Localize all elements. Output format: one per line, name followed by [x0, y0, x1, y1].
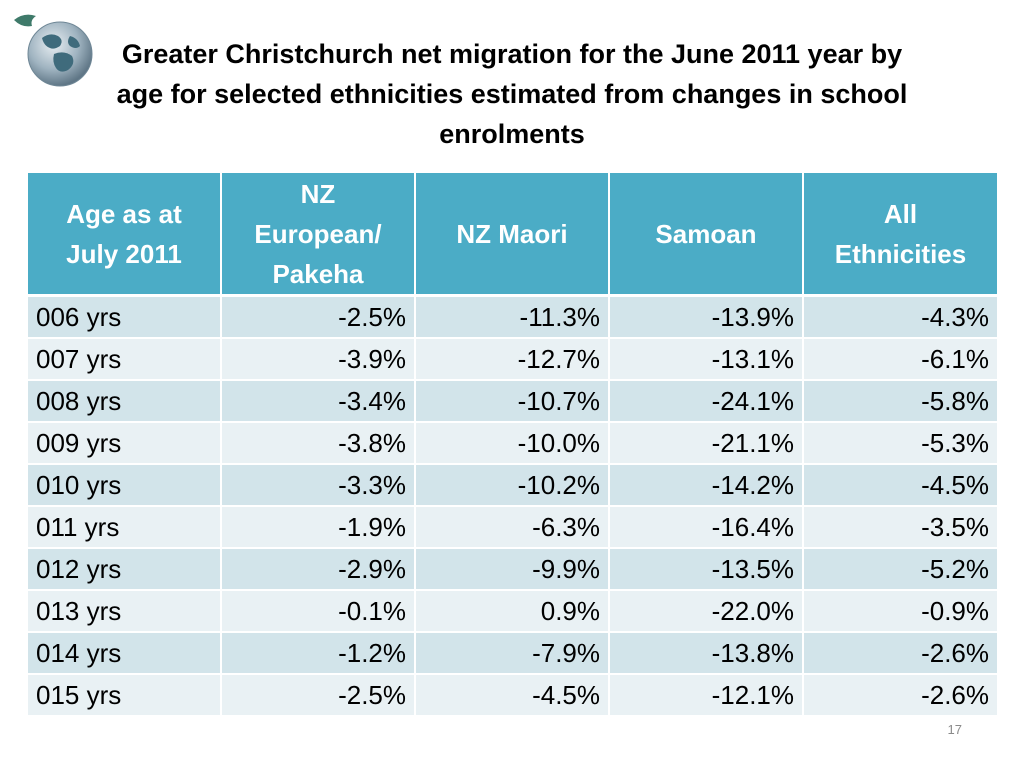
age-cell: 008 yrs — [28, 380, 222, 423]
table-row: 010 yrs -3.3% -10.2% -14.2% -4.5% — [28, 464, 997, 507]
age-cell: 010 yrs — [28, 464, 222, 507]
age-cell: 006 yrs — [28, 295, 222, 339]
nz-european-cell: -2.5% — [221, 295, 416, 339]
samoan-cell: -24.1% — [609, 380, 804, 423]
nz-european-cell: -3.3% — [221, 464, 416, 507]
age-cell: 013 yrs — [28, 590, 222, 633]
table-row: 008 yrs -3.4% -10.7% -24.1% -5.8% — [28, 380, 997, 423]
nz-maori-cell: -4.5% — [415, 674, 610, 717]
nz-european-cell: -3.8% — [221, 422, 416, 465]
nz-maori-cell: -10.2% — [415, 464, 610, 507]
nz-european-cell: -1.2% — [221, 632, 416, 675]
table-row: 011 yrs -1.9% -6.3% -16.4% -3.5% — [28, 506, 997, 549]
table-row: 013 yrs -0.1% 0.9% -22.0% -0.9% — [28, 590, 997, 633]
slide-title-line: Greater Christchurch net migration for t… — [121, 39, 903, 69]
header-age: Age as at July 2011 — [28, 173, 222, 297]
table-header-row: Age as at July 2011 NZ European/ Pakeha … — [28, 173, 997, 297]
nz-maori-cell: -7.9% — [415, 632, 610, 675]
nz-maori-cell: -6.3% — [415, 506, 610, 549]
all-ethnicities-cell: -3.5% — [803, 506, 997, 549]
age-cell: 012 yrs — [28, 548, 222, 591]
all-ethnicities-cell: -5.8% — [803, 380, 997, 423]
globe-icon — [14, 14, 93, 87]
all-ethnicities-cell: -6.1% — [803, 338, 997, 381]
nz-european-cell: -0.1% — [221, 590, 416, 633]
table-row: 006 yrs -2.5% -11.3% -13.9% -4.3% — [28, 295, 997, 339]
samoan-cell: -13.9% — [609, 295, 804, 339]
slide-title-line: enrolments — [439, 119, 585, 149]
age-cell: 014 yrs — [28, 632, 222, 675]
nz-maori-cell: -12.7% — [415, 338, 610, 381]
samoan-cell: -21.1% — [609, 422, 804, 465]
samoan-cell: -22.0% — [609, 590, 804, 633]
samoan-cell: -14.2% — [609, 464, 804, 507]
all-ethnicities-cell: -2.6% — [803, 632, 997, 675]
samoan-cell: -13.5% — [609, 548, 804, 591]
page-number: 17 — [947, 722, 962, 737]
all-ethnicities-cell: -5.2% — [803, 548, 997, 591]
all-ethnicities-cell: -2.6% — [803, 674, 997, 717]
samoan-cell: -13.1% — [609, 338, 804, 381]
header-all-ethnicities: All Ethnicities — [803, 173, 997, 297]
header-nz-european: NZ European/ Pakeha — [221, 173, 416, 297]
samoan-cell: -12.1% — [609, 674, 804, 717]
nz-european-cell: -1.9% — [221, 506, 416, 549]
all-ethnicities-cell: -5.3% — [803, 422, 997, 465]
nz-european-cell: -2.9% — [221, 548, 416, 591]
all-ethnicities-cell: -4.3% — [803, 295, 997, 339]
nz-european-cell: -2.5% — [221, 674, 416, 717]
nz-maori-cell: -10.7% — [415, 380, 610, 423]
table-row: 015 yrs -2.5% -4.5% -12.1% -2.6% — [28, 674, 997, 717]
nz-maori-cell: -10.0% — [415, 422, 610, 465]
nz-european-cell: -3.4% — [221, 380, 416, 423]
slide-title: Greater Christchurch net migration for t… — [40, 34, 984, 154]
header-nz-maori: NZ Maori — [415, 173, 610, 297]
age-cell: 009 yrs — [28, 422, 222, 465]
header-samoan: Samoan — [609, 173, 804, 297]
table-row: 007 yrs -3.9% -12.7% -13.1% -6.1% — [28, 338, 997, 381]
samoan-cell: -13.8% — [609, 632, 804, 675]
table-body: 006 yrs -2.5% -11.3% -13.9% -4.3% 007 yrs -3.9… — [28, 295, 997, 717]
nz-maori-cell: -9.9% — [415, 548, 610, 591]
age-cell: 015 yrs — [28, 674, 222, 717]
nz-maori-cell: 0.9% — [415, 590, 610, 633]
table-row: 014 yrs -1.2% -7.9% -13.8% -2.6% — [28, 632, 997, 675]
table-row: 012 yrs -2.9% -9.9% -13.5% -5.2% — [28, 548, 997, 591]
nz-european-cell: -3.9% — [221, 338, 416, 381]
nz-maori-cell: -11.3% — [415, 295, 610, 339]
all-ethnicities-cell: -4.5% — [803, 464, 997, 507]
all-ethnicities-cell: -0.9% — [803, 590, 997, 633]
migration-table: Age as at July 2011 NZ European/ Pakeha … — [28, 173, 997, 717]
samoan-cell: -16.4% — [609, 506, 804, 549]
table-row: 009 yrs -3.8% -10.0% -21.1% -5.3% — [28, 422, 997, 465]
slide-title-line: age for selected ethnicities estimated f… — [116, 79, 908, 109]
age-cell: 011 yrs — [28, 506, 222, 549]
age-cell: 007 yrs — [28, 338, 222, 381]
